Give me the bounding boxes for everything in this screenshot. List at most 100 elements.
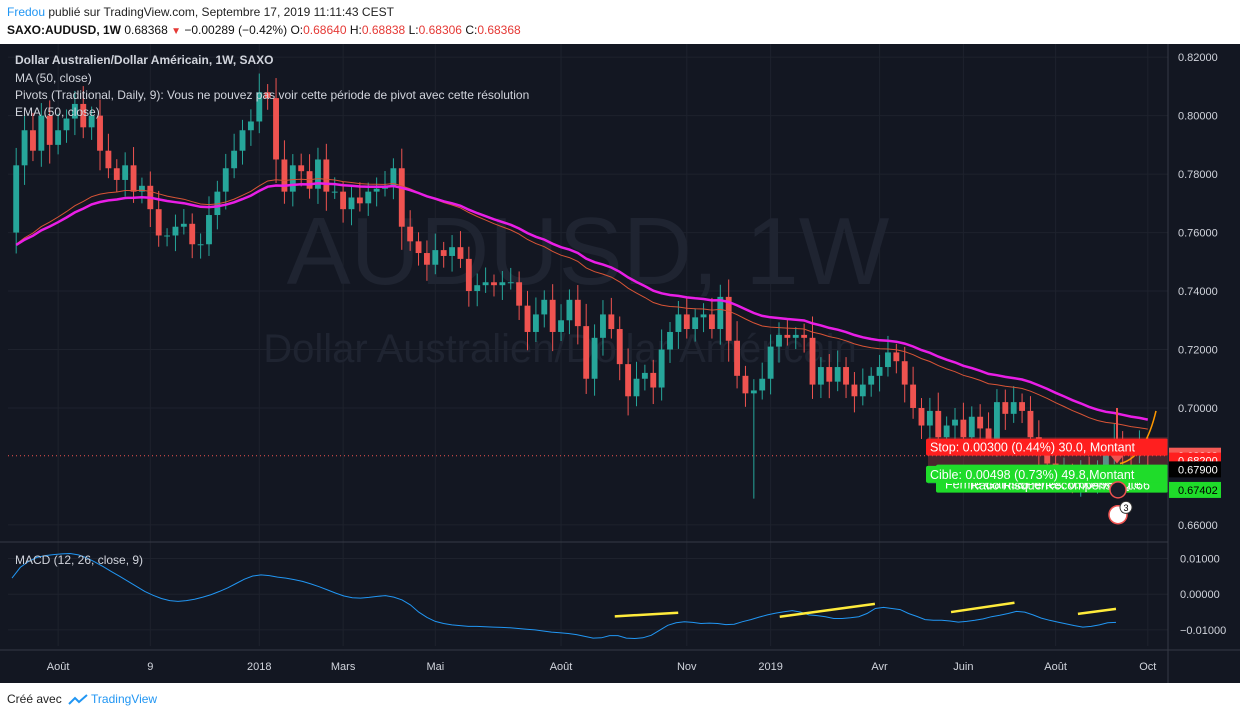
candle-body bbox=[960, 419, 967, 438]
macd-tick-label: −0.01000 bbox=[1180, 625, 1226, 637]
candle-body bbox=[289, 165, 296, 192]
price-tick-label: 0.70000 bbox=[1178, 403, 1218, 415]
candle-body bbox=[432, 250, 439, 265]
low-label: L: bbox=[408, 23, 419, 37]
watermark-symbol: AUDUSD, 1W bbox=[287, 198, 890, 305]
macd-tick-label: 0.00000 bbox=[1180, 589, 1220, 601]
tradingview-link[interactable]: TradingView bbox=[91, 692, 158, 706]
candle-body bbox=[943, 425, 950, 438]
candle-body bbox=[373, 188, 380, 192]
candle-body bbox=[298, 165, 305, 172]
target-label bbox=[926, 465, 1168, 483]
candle-body bbox=[423, 253, 430, 265]
time-tick-label: Mai bbox=[426, 661, 444, 673]
published-text: publié sur TradingView.com, Septembre 17… bbox=[45, 5, 394, 19]
candle-body bbox=[13, 165, 20, 233]
candle-body bbox=[482, 282, 489, 286]
candle-body bbox=[155, 209, 162, 236]
stop-label bbox=[926, 438, 1168, 456]
trendline-annotation bbox=[1077, 607, 1117, 616]
time-tick-label: Nov bbox=[677, 661, 697, 673]
event-count-badge bbox=[1119, 500, 1133, 514]
candle-body bbox=[583, 326, 590, 379]
symbol-label: SAXO:AUDUSD, 1W bbox=[7, 23, 122, 37]
candle-body bbox=[356, 197, 363, 204]
price-axis bbox=[1168, 44, 1240, 683]
candle-body bbox=[692, 317, 699, 330]
position-tool[interactable]: Stop: 0.00300 (0.44%) 30.0, MontantFermé… bbox=[926, 407, 1168, 525]
candle-body bbox=[926, 410, 933, 426]
candle-body bbox=[876, 367, 883, 376]
candle-body bbox=[206, 215, 212, 245]
candle-body bbox=[993, 402, 1000, 441]
candle-body bbox=[633, 378, 640, 397]
time-tick-label: Avr bbox=[871, 661, 888, 673]
watermark-description: Dollar Australien/Dollar Américain bbox=[263, 327, 857, 371]
candle-body bbox=[415, 241, 422, 254]
macd-tick-label: 0.01000 bbox=[1180, 554, 1220, 566]
candle-body bbox=[348, 197, 355, 210]
candle-body bbox=[566, 299, 573, 321]
legend-macd: MACD (12, 26, close, 9) bbox=[15, 553, 143, 567]
candle-body bbox=[826, 367, 833, 382]
candle-body bbox=[407, 226, 414, 242]
candle-body bbox=[851, 384, 858, 397]
candle-body bbox=[910, 384, 917, 408]
trendline-annotation bbox=[614, 611, 679, 618]
price-tick-label: 0.80000 bbox=[1178, 111, 1218, 123]
publish-info: Fredou publié sur TradingView.com, Septe… bbox=[7, 5, 394, 19]
close-label: C: bbox=[465, 23, 478, 37]
price-tick-label: 0.72000 bbox=[1178, 345, 1218, 357]
last-price: 0.68368 bbox=[124, 23, 168, 37]
candle-body bbox=[105, 150, 112, 169]
time-tick-label: Août bbox=[1044, 661, 1067, 673]
author-link[interactable]: Fredou bbox=[7, 5, 46, 19]
candles bbox=[13, 73, 1151, 499]
candle-body bbox=[792, 334, 799, 338]
candle-body bbox=[491, 282, 497, 286]
moving-averages bbox=[8, 178, 1168, 457]
candle-body bbox=[247, 121, 254, 131]
candle-body bbox=[600, 314, 606, 338]
candle-body bbox=[46, 115, 53, 145]
time-tick-label: Mars bbox=[331, 661, 356, 673]
candle-body bbox=[264, 92, 271, 99]
candle-body bbox=[524, 305, 531, 332]
candle-body bbox=[641, 372, 648, 379]
candle-body bbox=[323, 159, 330, 192]
candle-body bbox=[164, 235, 171, 237]
candle-body bbox=[700, 314, 707, 318]
legend: Dollar Australien/Dollar Américain, 1W, … bbox=[15, 53, 529, 567]
candle-body bbox=[256, 92, 263, 122]
down-arrow-icon bbox=[1110, 454, 1124, 464]
candle-body bbox=[189, 223, 196, 245]
legend-ema: EMA (50, close) bbox=[15, 105, 100, 119]
candle-body bbox=[541, 299, 548, 315]
time-tick-label: Août bbox=[550, 661, 573, 673]
candle-body bbox=[38, 115, 45, 151]
ohlc-readout: SAXO:AUDUSD, 1W 0.68368 ▼ −0.00289 (−0.4… bbox=[7, 23, 521, 37]
candle-body bbox=[734, 340, 741, 376]
candle-body bbox=[113, 168, 120, 180]
price-tag-text: 0.67900 bbox=[1178, 464, 1218, 476]
chart-canvas[interactable]: AUDUSD, 1W Dollar Australien/Dollar Amér… bbox=[0, 44, 1240, 683]
macd-line bbox=[11, 552, 1117, 640]
candle-body bbox=[55, 130, 62, 145]
candle-body bbox=[222, 168, 229, 192]
tradingview-logo-icon bbox=[68, 694, 88, 705]
candle-body bbox=[180, 223, 187, 227]
candle-body bbox=[1102, 454, 1109, 470]
candle-body bbox=[331, 191, 338, 193]
open-label: O: bbox=[290, 23, 304, 37]
price-tag-text: 0.67402 bbox=[1178, 485, 1218, 497]
candle-body bbox=[231, 150, 238, 169]
candle-body bbox=[608, 314, 615, 330]
candle-body bbox=[214, 191, 221, 216]
candle-body bbox=[516, 282, 523, 306]
legend-ma: MA (50, close) bbox=[15, 71, 92, 85]
candle-body bbox=[1010, 402, 1017, 414]
candle-body bbox=[591, 337, 598, 379]
target-label-text: Cible: 0.00498 (0.73%) 49.8,Montant bbox=[930, 468, 1135, 482]
price-tick-label: 0.76000 bbox=[1178, 228, 1218, 240]
candle-body bbox=[30, 130, 36, 151]
